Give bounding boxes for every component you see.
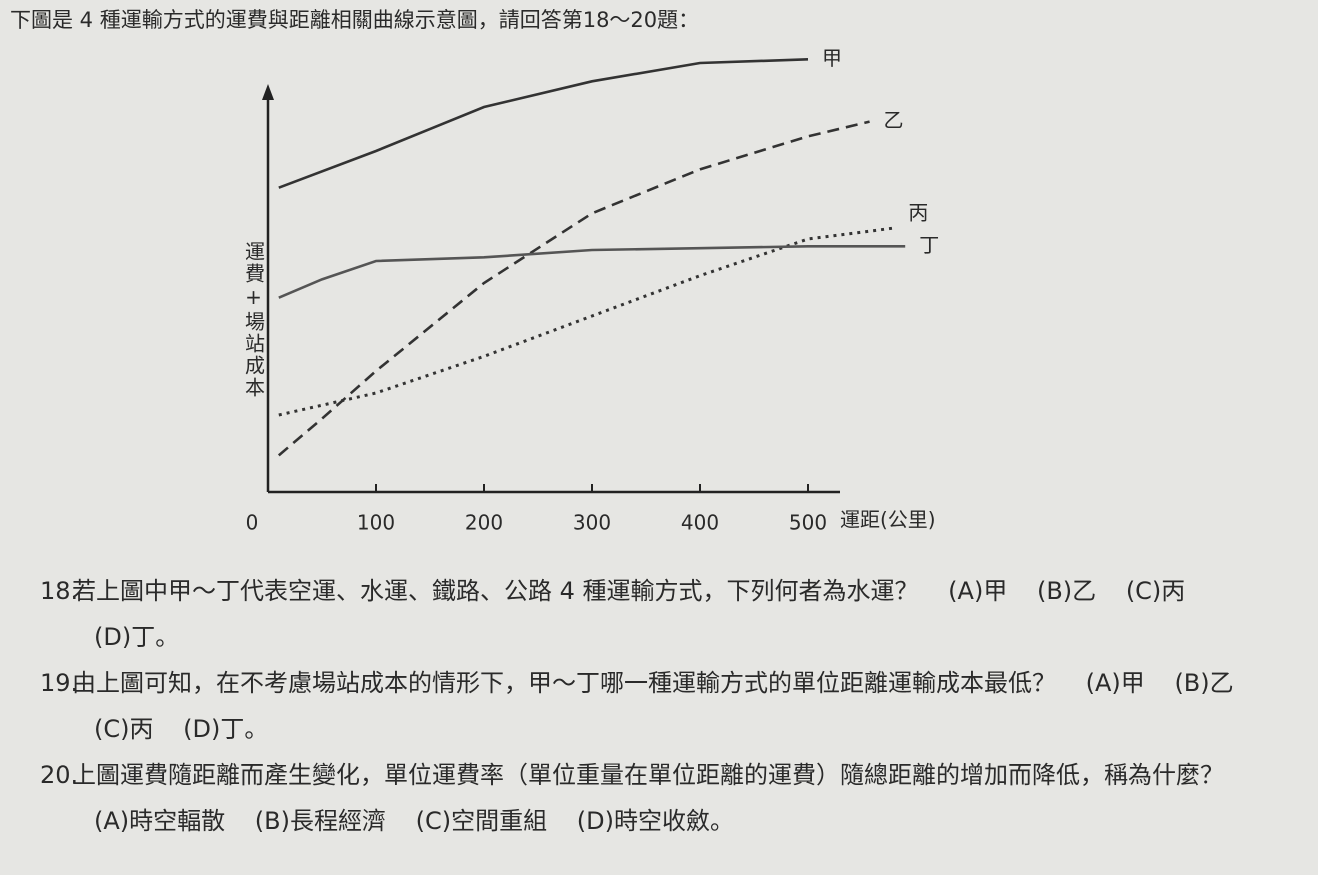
option[interactable]: (C)丙 bbox=[1125, 577, 1186, 605]
question: 20. 上圖運費隨距離而產生變化，單位運費率（單位重量在單位距離的運費）隨總距離的… bbox=[40, 752, 1280, 844]
header-title: 下圖是 4 種運輸方式的運費與距離相關曲線示意圖，請回答第18～20題： bbox=[10, 8, 700, 32]
question-number: 18. bbox=[40, 577, 79, 605]
x-tick-label: 200 bbox=[465, 511, 503, 535]
question-number: 19. bbox=[40, 669, 79, 697]
question: 19. 由上圖可知，在不考慮場站成本的情形下，甲～丁哪一種運輸方式的單位距離運輸成… bbox=[40, 660, 1280, 752]
series-label: 乙 bbox=[884, 108, 904, 132]
x-tick-label: 400 bbox=[681, 511, 719, 535]
x-tick-label: 0 bbox=[246, 511, 259, 535]
question-text: 由上圖可知，在不考慮場站成本的情形下，甲～丁哪一種運輸方式的單位距離運輸成本最低… bbox=[72, 669, 1056, 697]
question-number: 20. bbox=[40, 761, 79, 789]
y-axis-arrow bbox=[262, 84, 274, 100]
option[interactable]: (D)丁。 bbox=[183, 715, 269, 743]
series-line bbox=[278, 226, 895, 417]
option[interactable]: (A)時空輻散 bbox=[94, 807, 226, 835]
x-tick-label: 300 bbox=[573, 511, 611, 535]
option[interactable]: (B)長程經濟 bbox=[254, 807, 386, 835]
series-label: 丙 bbox=[908, 201, 928, 225]
x-tick-label: 100 bbox=[357, 511, 395, 535]
option[interactable]: (D)丁。 bbox=[94, 623, 180, 651]
option[interactable]: (D)時空收斂。 bbox=[576, 807, 734, 835]
option[interactable]: (B)乙 bbox=[1036, 577, 1097, 605]
question: 18. 若上圖中甲～丁代表空運、水運、鐵路、公路 4 種運輸方式，下列何者為水運？… bbox=[40, 568, 1280, 660]
option[interactable]: (C)空間重組 bbox=[415, 807, 548, 835]
option[interactable]: (A)甲 bbox=[1085, 669, 1145, 697]
option[interactable]: (C)丙 bbox=[94, 715, 154, 743]
series-label: 甲 bbox=[822, 46, 842, 70]
x-axis-label: 運距(公里) bbox=[840, 508, 936, 532]
series-line bbox=[277, 120, 870, 457]
question-text: 上圖運費隨距離而產生變化，單位運費率（單位重量在單位距離的運費）隨總距離的增加而… bbox=[72, 761, 1224, 789]
option[interactable]: (B)乙 bbox=[1174, 669, 1234, 697]
series-line bbox=[278, 58, 809, 189]
question-text: 若上圖中甲～丁代表空運、水運、鐵路、公路 4 種運輸方式，下列何者為水運？ bbox=[72, 577, 919, 605]
x-tick-label: 500 bbox=[789, 511, 827, 535]
series-label: 丁 bbox=[919, 233, 939, 257]
series-line bbox=[278, 245, 906, 299]
option[interactable]: (A)甲 bbox=[948, 577, 1008, 605]
y-axis-label: 運費+場站成本 bbox=[242, 241, 266, 399]
questions: 18. 若上圖中甲～丁代表空運、水運、鐵路、公路 4 種運輸方式，下列何者為水運？… bbox=[40, 568, 1280, 844]
